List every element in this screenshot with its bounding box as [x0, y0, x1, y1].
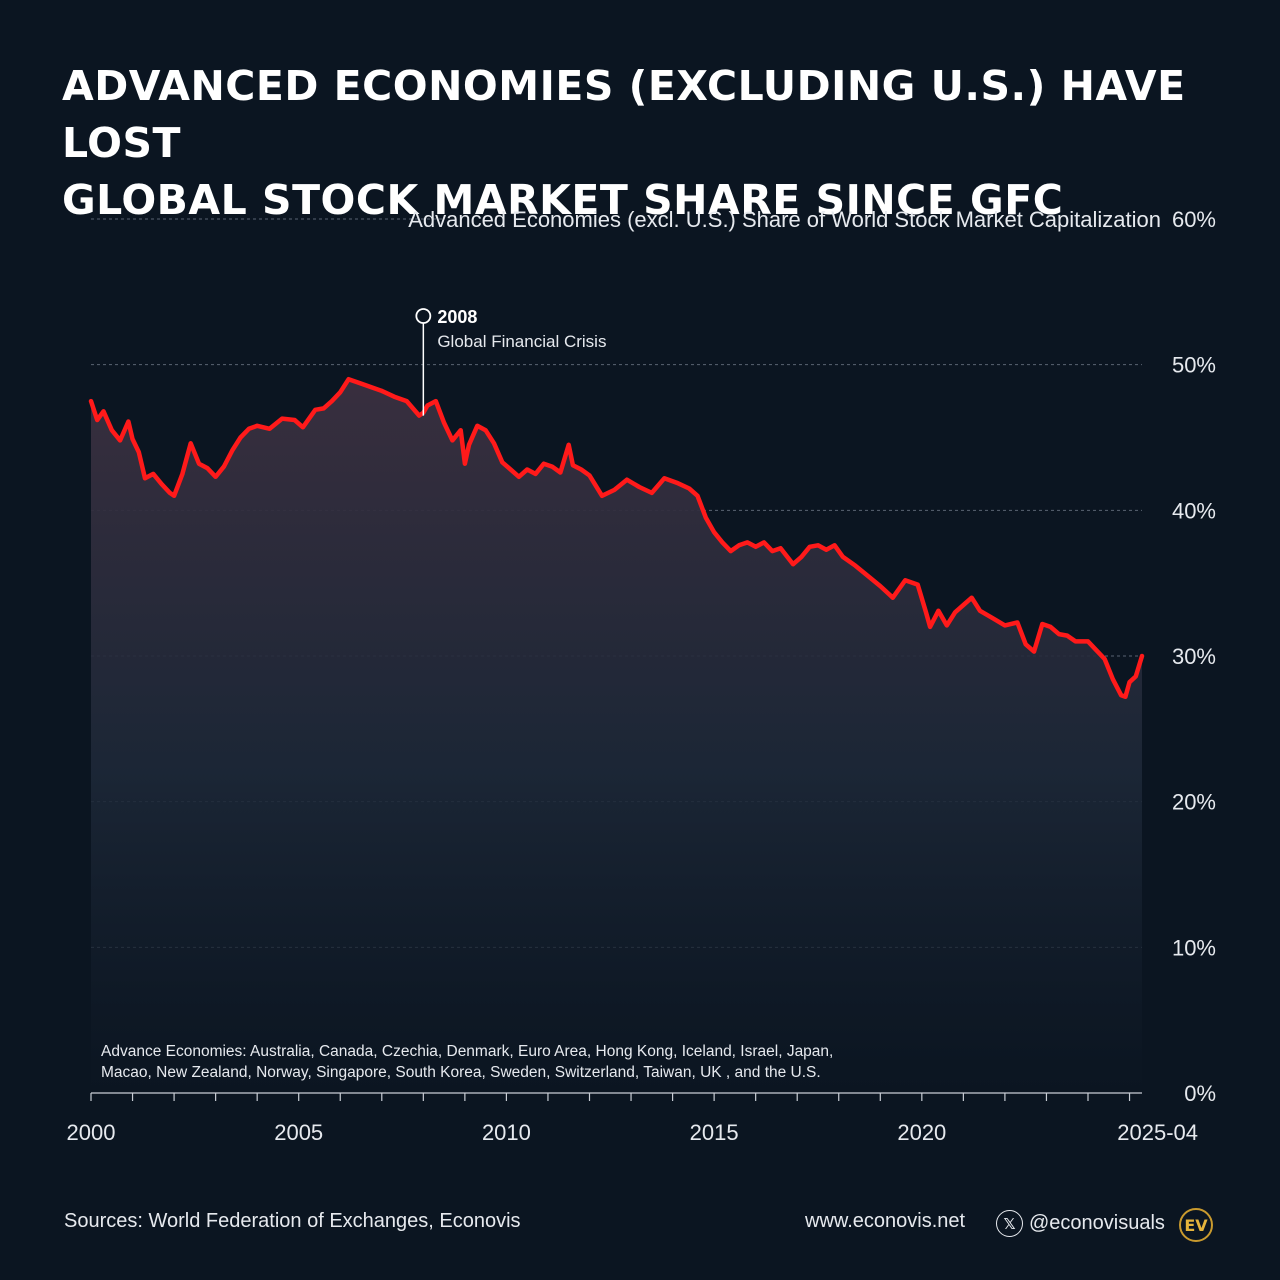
econovis-logo: EV [1179, 1208, 1213, 1242]
sources-text: Sources: World Federation of Exchanges, … [64, 1210, 521, 1232]
annotation: 2008 Global Financial Crisis [415, 307, 606, 416]
x-logo-icon: 𝕏 [996, 1210, 1023, 1237]
note-line-2: Macao, New Zealand, Norway, Singapore, S… [101, 1064, 821, 1081]
annotation-year: 2008 [437, 307, 477, 327]
x-tick-label: 2000 [67, 1120, 116, 1145]
y-tick-label: 40% [1172, 498, 1216, 523]
y-tick-label: 50% [1172, 353, 1216, 378]
area-fill [91, 379, 1142, 1093]
x-tick-label: 2005 [274, 1120, 323, 1145]
x-tick-label: 2020 [897, 1120, 946, 1145]
website-link[interactable]: www.econovis.net [805, 1210, 966, 1232]
y-tick-label: 60% [1172, 207, 1216, 232]
x-tick-label: 2015 [690, 1120, 739, 1145]
annotation-text: Global Financial Crisis [437, 332, 606, 351]
y-tick-label: 10% [1172, 935, 1216, 960]
x-tick-label: 2025-04 [1117, 1120, 1198, 1145]
x-tick-label: 2010 [482, 1120, 531, 1145]
chart-title: ADVANCED ECONOMIES (EXCLUDING U.S.) HAVE… [62, 58, 1222, 229]
social-handle-text: @econovisuals [1029, 1212, 1165, 1234]
note-line-1: Advance Economies: Australia, Canada, Cz… [101, 1043, 833, 1060]
annotation-marker [415, 308, 432, 324]
y-tick-label: 20% [1172, 790, 1216, 815]
series-line [88, 376, 1145, 700]
y-tick-label: 0% [1184, 1081, 1216, 1106]
y-tick-label: 30% [1172, 644, 1216, 669]
chart-title-line-2: GLOBAL STOCK MARKET SHARE SINCE GFC [62, 176, 1064, 224]
chart-title-line-1: ADVANCED ECONOMIES (EXCLUDING U.S.) HAVE… [62, 62, 1186, 167]
social-handle[interactable]: 𝕏 @econovisuals [996, 1210, 1165, 1237]
x-axis: 2000 2005 2010 2015 2020 2025-04 [67, 1092, 1198, 1145]
chart-subtitle: Advanced Economies (excl. U.S.) Share of… [408, 207, 1161, 232]
gridlines: 0% 10% 20% 30% 40% 50% 60% [91, 207, 1216, 1106]
